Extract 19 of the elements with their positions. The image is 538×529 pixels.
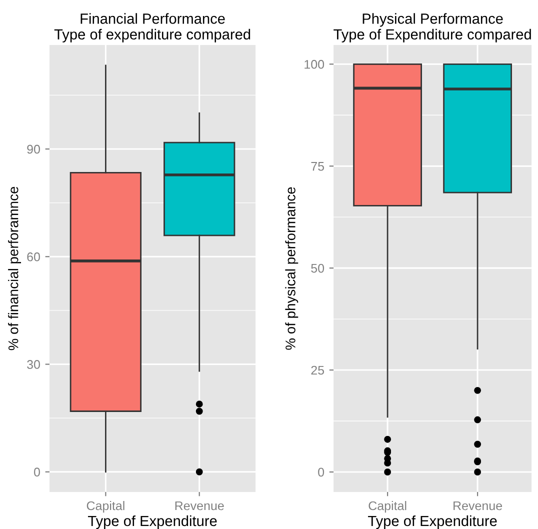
y-tick-label: 30 [27, 360, 40, 369]
chart-title: Financial Performance Type of expenditure compared [54, 13, 250, 42]
y-tick-label: 50 [311, 264, 324, 273]
x-tick-label: Revenue [454, 501, 502, 510]
x-tick-label: Revenue [175, 501, 224, 510]
x-tick-label: Capital [368, 501, 406, 513]
y-tick-label: 90 [27, 144, 40, 154]
y-tick-label: 100 [304, 60, 324, 69]
y-axis-title: % of financial perforamnce [8, 186, 22, 350]
chart-title: Physical Performance Type of Expenditure compared [334, 13, 531, 42]
y-tick-label: 0 [318, 468, 324, 477]
x-axis-title: Type of Expenditure [88, 515, 217, 529]
x-axis-title: Type of Expenditure [368, 515, 497, 529]
y-tick-label: 75 [311, 162, 324, 171]
y-tick-label: 60 [27, 252, 40, 262]
x-tick-label: Capital [86, 501, 124, 513]
y-tick-label: 0 [34, 468, 40, 477]
y-axis-title: % of physical performance [285, 187, 298, 350]
y-tick-label: 25 [311, 366, 324, 375]
